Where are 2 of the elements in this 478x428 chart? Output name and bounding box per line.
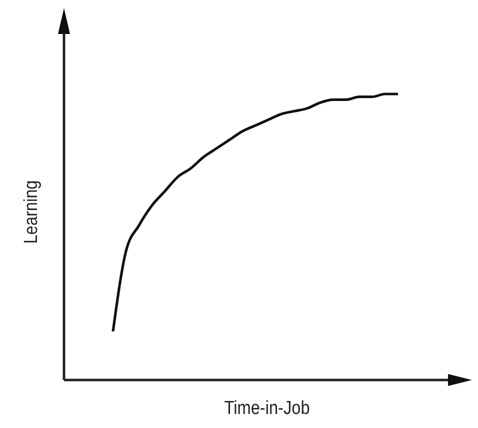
y-axis-title: Learning xyxy=(20,180,42,244)
x-axis-title: Time-in-Job xyxy=(224,396,310,418)
